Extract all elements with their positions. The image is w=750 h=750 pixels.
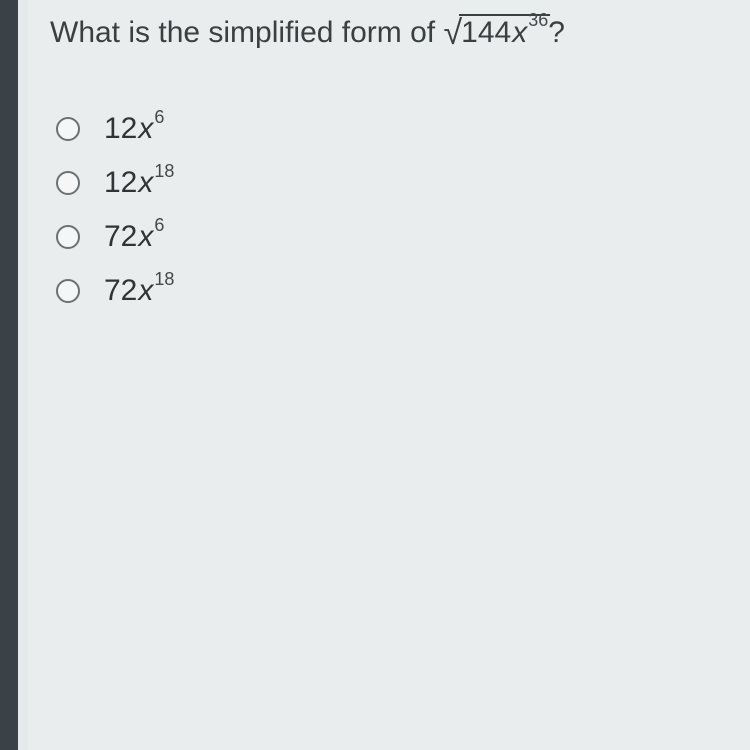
option-c[interactable]: 72 x 6 — [56, 222, 728, 252]
choice-var: x — [138, 222, 153, 252]
radio-icon[interactable] — [56, 117, 80, 141]
choice-exp: 6 — [154, 216, 164, 234]
option-d[interactable]: 72 x 18 — [56, 276, 728, 306]
choice-coef: 72 — [104, 222, 137, 252]
choice-coef: 12 — [104, 114, 137, 144]
choice-expression: 12 x 18 — [104, 168, 174, 198]
choice-expression: 72 x 18 — [104, 276, 174, 306]
radio-icon[interactable] — [56, 279, 80, 303]
choice-var: x — [138, 168, 153, 198]
choice-exp: 18 — [154, 162, 174, 180]
choice-var: x — [138, 114, 153, 144]
radicand-var: x — [512, 18, 527, 48]
option-b[interactable]: 12 x 18 — [56, 168, 728, 198]
choice-expression: 12 x 6 — [104, 114, 164, 144]
options-list: 12 x 6 12 x 18 72 x 6 72 — [50, 114, 728, 306]
prompt-lead: What is the simplified form of — [50, 14, 443, 52]
radicand: 144 x 36 — [459, 14, 550, 48]
radicand-coef: 144 — [461, 18, 511, 48]
option-a[interactable]: 12 x 6 — [56, 114, 728, 144]
radio-icon[interactable] — [56, 171, 80, 195]
radical-icon: √ — [443, 16, 462, 50]
question-prompt: What is the simplified form of √ 144 x 3… — [50, 14, 728, 52]
prompt-tail: ? — [548, 14, 565, 52]
choice-var: x — [138, 276, 153, 306]
choice-coef: 12 — [104, 168, 137, 198]
window-edge-light — [18, 0, 28, 750]
choice-exp: 6 — [154, 108, 164, 126]
choice-coef: 72 — [104, 276, 137, 306]
choice-expression: 72 x 6 — [104, 222, 164, 252]
sqrt-expression: √ 144 x 36 — [443, 14, 550, 52]
question-panel: What is the simplified form of √ 144 x 3… — [28, 0, 750, 750]
radicand-exp: 36 — [528, 11, 548, 29]
radio-icon[interactable] — [56, 225, 80, 249]
choice-exp: 18 — [154, 270, 174, 288]
window-edge-dark — [0, 0, 18, 750]
